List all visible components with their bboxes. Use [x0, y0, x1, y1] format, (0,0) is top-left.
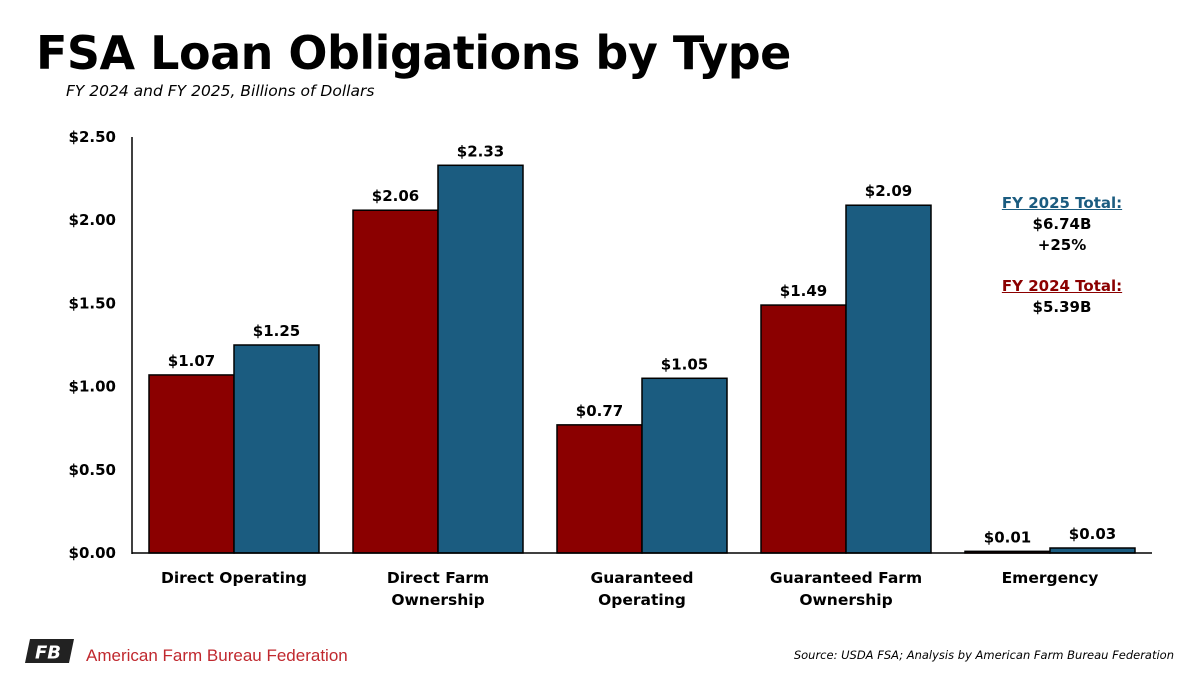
fb-logo-text: FB — [35, 643, 61, 664]
x-tick-label: Ownership — [799, 591, 892, 609]
fy2024-total-value: $5.39B — [1032, 298, 1092, 316]
x-tick-label: Emergency — [1002, 569, 1099, 587]
x-tick-label: Operating — [598, 591, 686, 609]
fb-logo-icon: FB — [24, 638, 76, 668]
bar — [437, 164, 524, 554]
y-tick-label: $0.50 — [69, 461, 116, 479]
data-label: $0.03 — [1069, 525, 1116, 543]
data-label: $1.25 — [253, 322, 300, 340]
bar — [233, 344, 320, 554]
bar — [641, 377, 728, 554]
y-tick-label: $0.00 — [69, 544, 116, 562]
fy2025-total-value: $6.74B — [1032, 215, 1092, 233]
y-tick-label: $1.50 — [69, 294, 116, 312]
data-label: $0.77 — [576, 402, 623, 420]
chart-subtitle: FY 2024 and FY 2025, Billions of Dollars — [66, 82, 375, 100]
data-label: $2.09 — [865, 182, 912, 200]
bar — [556, 424, 643, 554]
bar-chart: $0.00 $0.50 $1.00 $1.50 $2.00 $2.50 $1.07 $1.25… — [69, 128, 1152, 609]
footer-brand: American Farm Bureau Federation — [86, 646, 348, 665]
x-tick-label: Ownership — [391, 591, 484, 609]
data-label: $2.33 — [457, 142, 504, 160]
footer-source: Source: USDA FSA; Analysis by American F… — [793, 648, 1174, 662]
chart-title: FSA Loan Obligations by Type — [36, 26, 791, 80]
fy2024-total-label: FY 2024 Total: — [1001, 277, 1123, 295]
fy2025-total-change: +25% — [1037, 236, 1087, 254]
fy2025-total-note: FY 2025 Total: $6.74B +25% — [972, 193, 1152, 256]
bar — [352, 209, 439, 554]
y-tick-label: $1.00 — [69, 378, 116, 396]
x-tick-label: Direct Farm — [387, 569, 489, 587]
data-label: $2.06 — [372, 187, 419, 205]
data-label: $0.01 — [984, 528, 1031, 546]
y-tick-label: $2.50 — [69, 128, 116, 146]
data-label: $1.07 — [168, 352, 215, 370]
bar — [845, 204, 932, 554]
data-label: $1.05 — [661, 355, 708, 373]
y-tick-label: $2.00 — [69, 211, 116, 229]
fy2024-total-note: FY 2024 Total: $5.39B — [972, 276, 1152, 318]
x-tick-label: Guaranteed Farm — [770, 569, 922, 587]
bar — [148, 374, 235, 554]
data-label: $1.49 — [780, 282, 827, 300]
fy2025-total-label: FY 2025 Total: — [1001, 194, 1123, 212]
bar — [760, 304, 847, 554]
x-tick-label: Direct Operating — [161, 569, 307, 587]
x-tick-label: Guaranteed — [591, 569, 694, 587]
